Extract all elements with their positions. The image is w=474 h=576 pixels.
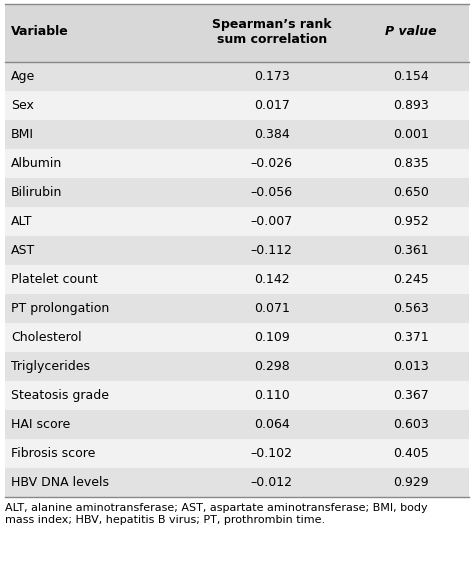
- Text: 0.071: 0.071: [254, 302, 290, 315]
- Text: Albumin: Albumin: [11, 157, 62, 170]
- Text: Fibrosis score: Fibrosis score: [11, 447, 95, 460]
- Text: HBV DNA levels: HBV DNA levels: [11, 476, 109, 489]
- Text: 0.952: 0.952: [393, 215, 429, 228]
- Text: Cholesterol: Cholesterol: [11, 331, 82, 344]
- Text: –0.026: –0.026: [251, 157, 293, 170]
- Bar: [5, 207, 469, 236]
- Text: 0.109: 0.109: [254, 331, 290, 344]
- Text: ALT: ALT: [11, 215, 33, 228]
- Text: Age: Age: [11, 70, 35, 83]
- Text: Steatosis grade: Steatosis grade: [11, 389, 109, 402]
- Text: 0.064: 0.064: [254, 418, 290, 431]
- Text: 0.173: 0.173: [254, 70, 290, 83]
- Text: P value: P value: [385, 25, 437, 39]
- Text: –0.012: –0.012: [251, 476, 293, 489]
- Bar: [5, 178, 469, 207]
- Text: 0.835: 0.835: [393, 157, 429, 170]
- Text: 0.893: 0.893: [393, 99, 429, 112]
- Bar: [5, 4, 469, 62]
- Bar: [5, 265, 469, 294]
- Text: 0.929: 0.929: [393, 476, 429, 489]
- Text: 0.603: 0.603: [393, 418, 429, 431]
- Bar: [5, 149, 469, 178]
- Text: 0.367: 0.367: [393, 389, 429, 402]
- Text: 0.405: 0.405: [393, 447, 429, 460]
- Text: Spearman’s rank
sum correlation: Spearman’s rank sum correlation: [212, 18, 332, 46]
- Text: PT prolongation: PT prolongation: [11, 302, 109, 315]
- Text: 0.245: 0.245: [393, 273, 429, 286]
- Text: 0.001: 0.001: [393, 128, 429, 141]
- Bar: [5, 468, 469, 497]
- Text: 0.650: 0.650: [393, 186, 429, 199]
- Text: –0.056: –0.056: [251, 186, 293, 199]
- Text: Variable: Variable: [11, 25, 69, 39]
- Text: Sex: Sex: [11, 99, 34, 112]
- Text: 0.013: 0.013: [393, 360, 429, 373]
- Bar: [5, 323, 469, 352]
- Bar: [5, 352, 469, 381]
- Bar: [5, 120, 469, 149]
- Bar: [5, 439, 469, 468]
- Text: ALT, alanine aminotransferase; AST, aspartate aminotransferase; BMI, body
mass i: ALT, alanine aminotransferase; AST, aspa…: [5, 503, 428, 525]
- Text: HAI score: HAI score: [11, 418, 70, 431]
- Text: 0.384: 0.384: [254, 128, 290, 141]
- Bar: [5, 381, 469, 410]
- Text: AST: AST: [11, 244, 35, 257]
- Bar: [5, 294, 469, 323]
- Text: Bilirubin: Bilirubin: [11, 186, 63, 199]
- Text: –0.102: –0.102: [251, 447, 293, 460]
- Text: 0.371: 0.371: [393, 331, 429, 344]
- Text: Platelet count: Platelet count: [11, 273, 98, 286]
- Text: 0.142: 0.142: [254, 273, 290, 286]
- Text: 0.361: 0.361: [393, 244, 429, 257]
- Bar: [5, 410, 469, 439]
- Bar: [5, 236, 469, 265]
- Text: 0.017: 0.017: [254, 99, 290, 112]
- Text: 0.563: 0.563: [393, 302, 429, 315]
- Text: 0.298: 0.298: [254, 360, 290, 373]
- Bar: [5, 62, 469, 91]
- Text: Triglycerides: Triglycerides: [11, 360, 90, 373]
- Text: BMI: BMI: [11, 128, 34, 141]
- Text: 0.154: 0.154: [393, 70, 429, 83]
- Bar: [5, 91, 469, 120]
- Text: –0.112: –0.112: [251, 244, 293, 257]
- Text: 0.110: 0.110: [254, 389, 290, 402]
- Text: –0.007: –0.007: [251, 215, 293, 228]
